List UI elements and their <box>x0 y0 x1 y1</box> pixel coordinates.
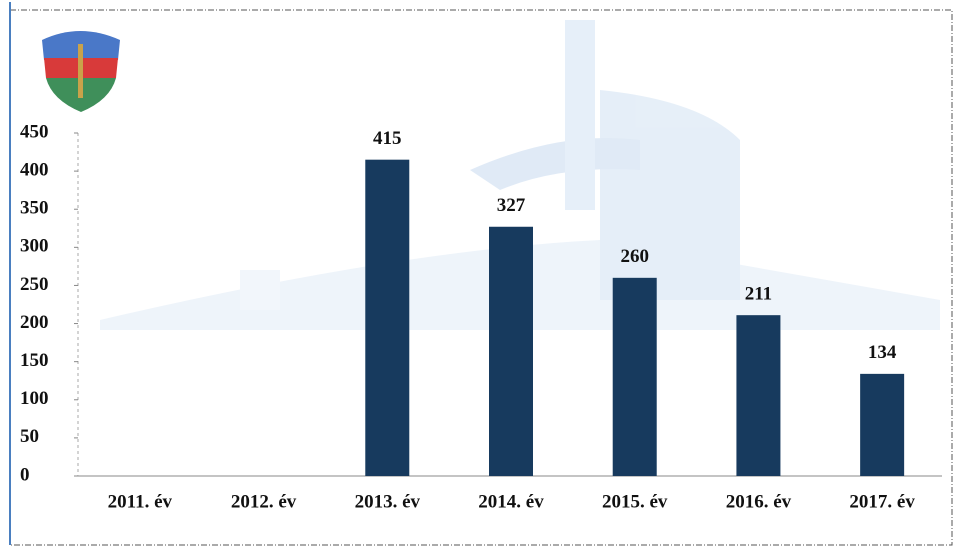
x-tick-label: 2015. év <box>602 491 668 512</box>
data-label: 211 <box>745 284 772 305</box>
y-tick-label: 100 <box>20 388 49 409</box>
x-tick-label: 2017. év <box>849 491 915 512</box>
data-label: 327 <box>497 195 526 216</box>
y-tick-label: 450 <box>20 121 49 142</box>
logo <box>42 31 120 112</box>
y-tick-label: 400 <box>20 159 49 180</box>
data-label: 134 <box>868 342 897 363</box>
bar <box>365 159 410 476</box>
y-tick-label: 300 <box>20 236 49 257</box>
x-tick-label: 2011. év <box>108 491 173 512</box>
x-tick-label: 2016. év <box>726 491 792 512</box>
x-tick-label: 2013. év <box>355 491 421 512</box>
bar <box>736 315 781 476</box>
bar <box>612 277 657 476</box>
x-tick-label: 2012. év <box>231 491 297 512</box>
bar <box>489 226 533 476</box>
y-tick-label: 0 <box>20 464 30 485</box>
data-label: 415 <box>373 128 402 149</box>
bar <box>860 373 905 476</box>
y-tick-label: 200 <box>20 312 49 333</box>
y-tick-label: 250 <box>20 274 49 295</box>
x-tick-label: 2014. év <box>478 491 544 512</box>
y-tick-label: 350 <box>20 198 49 219</box>
data-label: 260 <box>620 246 649 267</box>
y-tick-label: 150 <box>20 350 49 371</box>
y-tick-label: 50 <box>20 426 39 447</box>
